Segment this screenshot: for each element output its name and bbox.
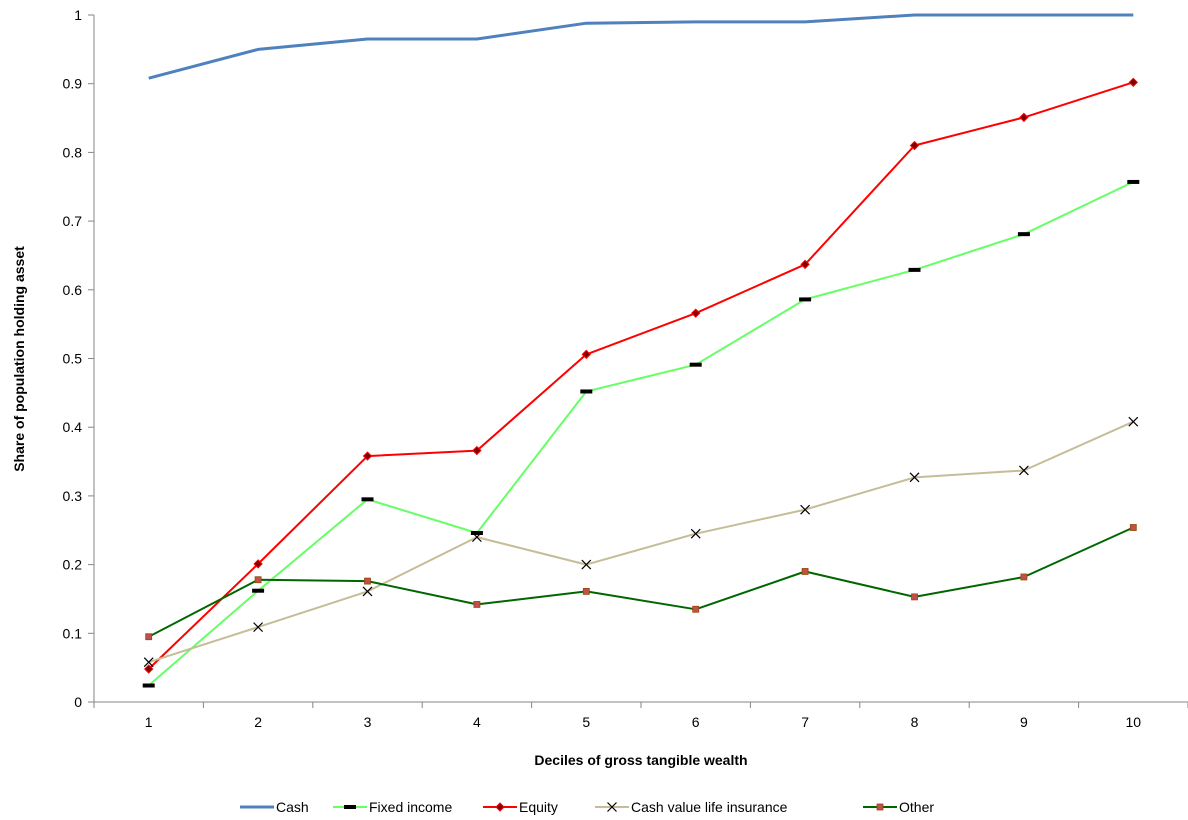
series-equity-marker [690,308,701,318]
series-other-marker [145,633,153,641]
legend-item-cash: Cash [240,799,309,815]
series-cash-value-life-insurance-marker [581,559,592,570]
legend-item-other-marker [876,803,884,811]
series-fixed-income-marker [1017,232,1030,237]
legend-item-equity-marker [495,802,505,812]
x-tick-label: 8 [911,714,919,730]
x-tick-label: 1 [145,714,153,730]
series-other-marker [1129,524,1137,531]
series-other-marker [1020,573,1028,581]
series-other-marker [364,577,371,585]
series-cash-value-life-insurance-marker [690,528,701,539]
series-other-marker [254,576,262,584]
legend-item-fixed-income-marker [344,805,356,809]
y-axis-title: Share of population holding asset [11,246,27,472]
x-tick-label: 4 [473,714,481,730]
series-other-marker [692,605,700,613]
y-tick-label: 1 [74,7,82,23]
series-other-line [148,526,1134,638]
legend-item-cash-label: Cash [276,799,309,815]
legend-item-equity: Equity [483,799,558,815]
y-tick-label: 0.9 [63,76,83,92]
series-equity-marker [472,445,482,456]
series-cash-value-life-insurance-marker [253,622,264,633]
series-equity-marker [909,140,920,151]
series-fixed-income [142,179,1140,688]
series-other-marker [473,601,481,608]
y-tick-label: 0.5 [63,351,83,367]
series-other-marker [801,568,809,575]
series-cash-value-life-insurance-marker [909,472,920,483]
legend-item-fixed-income-label: Fixed income [369,799,452,815]
series-layer [142,13,1140,688]
legend-item-other-label: Other [899,799,934,815]
series-fixed-income-marker [689,362,702,367]
axes: 0 0.1 0.2 0.3 0.4 0.5 0.6 0.7 0.8 0.9 1 1 2 3 4 5 6 7 8 9 10 [63,7,1188,730]
series-cash-value-life-insurance [143,416,1139,668]
legend-item-fixed-income: Fixed income [333,799,452,815]
series-cash-line [148,13,1134,80]
series-equity-marker [581,349,592,360]
y-tick-label: 0.2 [63,557,83,573]
legend-item-cash-value-life-insurance: Cash value life insurance [595,799,788,815]
series-cash-value-life-insurance-marker [143,657,154,668]
series-equity-line [148,81,1134,670]
series-equity-marker [1019,112,1029,123]
x-tick-label: 10 [1126,714,1142,730]
series-other-marker [911,593,918,601]
series-cash-value-life-insurance-line [148,420,1134,664]
y-tick-label: 0.3 [63,488,83,504]
y-tick-label: 0 [74,694,82,710]
series-fixed-income-marker [908,267,921,272]
series-fixed-income-marker [470,530,483,535]
series-cash-value-life-insurance-marker [1128,416,1139,427]
series-fixed-income-marker [580,389,593,394]
x-tick-label: 5 [582,714,590,730]
series-cash-value-life-insurance-marker [800,504,811,515]
series-fixed-income-marker [142,683,155,688]
legend-item-cash-value-life-insurance-label: Cash value life insurance [631,799,788,815]
y-tick-label: 0.6 [63,282,83,298]
legend-item-other: Other [863,799,934,815]
y-tick-label: 0.4 [63,419,83,435]
x-tick-label: 2 [254,714,262,730]
x-tick-label: 7 [801,714,809,730]
legend-item-cash-value-life-insurance-marker [607,802,617,812]
series-equity-marker [800,259,810,270]
series-equity-marker [362,451,373,461]
y-tick-label: 0.8 [63,144,83,160]
series-equity-marker [1128,77,1139,88]
series-cash-value-life-insurance-marker [362,586,373,597]
x-tick-label: 6 [692,714,700,730]
x-tick-label: 9 [1020,714,1028,730]
y-tick-label: 0.7 [63,213,83,229]
legend-item-equity-label: Equity [519,799,558,815]
series-fixed-income-marker [252,588,265,593]
series-fixed-income-marker [1127,179,1140,184]
series-other-marker [582,587,590,595]
series-cash-value-life-insurance-marker [471,532,482,543]
series-fixed-income-marker [361,497,374,502]
series-equity [143,77,1139,674]
legend: Cash Fixed income Equity Cash value life in… [240,799,934,815]
series-cash-value-life-insurance-marker [1018,465,1029,476]
series-equity-marker [253,559,263,569]
series-cash [148,13,1134,80]
series-other [145,524,1137,641]
y-tick-label: 0.1 [63,625,83,641]
x-tick-label: 3 [364,714,372,730]
series-fixed-income-marker [799,297,812,302]
series-equity-marker [143,664,154,674]
x-axis-title: Deciles of gross tangible wealth [534,752,747,768]
series-fixed-income-line [148,180,1134,687]
